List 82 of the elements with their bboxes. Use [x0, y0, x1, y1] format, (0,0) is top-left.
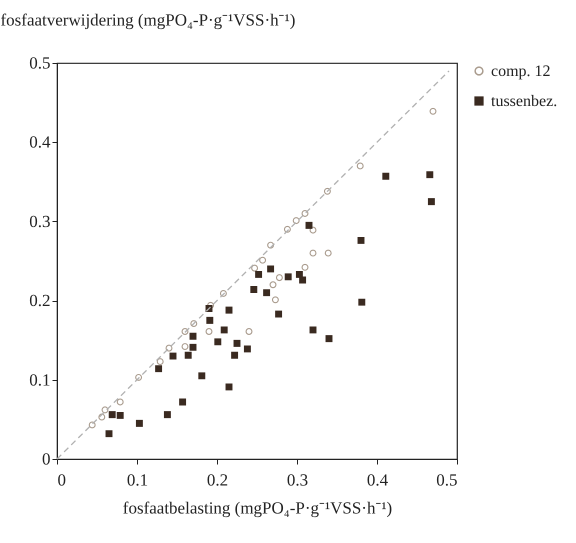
point	[214, 338, 222, 346]
point	[184, 352, 192, 359]
point	[220, 290, 227, 297]
point	[156, 358, 164, 366]
point	[136, 420, 143, 427]
point	[190, 332, 196, 340]
point	[198, 372, 206, 380]
point	[284, 273, 292, 280]
point	[426, 171, 434, 178]
point	[88, 421, 96, 428]
point	[272, 296, 279, 304]
legend-label: comp. 12	[491, 63, 551, 80]
point	[324, 250, 332, 257]
point	[324, 188, 331, 195]
point	[267, 242, 274, 249]
point	[116, 398, 124, 406]
point	[356, 162, 364, 170]
point	[231, 352, 238, 359]
x-tick-label: 0.2	[206, 470, 228, 490]
point	[428, 198, 435, 206]
y-axis-title: fosfaatverwijdering (mgPO₄-P·g⁻¹VSS·h⁻¹)	[0, 10, 296, 30]
y-tick-label: 0.1	[29, 370, 50, 390]
point	[226, 383, 232, 390]
x-tick-label: 0	[58, 470, 66, 490]
point	[106, 430, 112, 438]
point	[310, 226, 316, 234]
point	[275, 310, 282, 318]
point	[430, 108, 436, 115]
point	[170, 352, 176, 360]
x-tick-label: 0.3	[286, 470, 308, 490]
point	[155, 365, 162, 372]
point	[358, 298, 366, 306]
x-tick-label: 0.5	[436, 470, 458, 490]
y-tick-label: 0.4	[29, 132, 51, 152]
x-axis-title: fosfaatbelasting (mgPO₄-P·g⁻¹VSS·h⁻¹)	[122, 498, 392, 518]
point	[190, 320, 198, 328]
y-tick-label: 0.3	[29, 212, 50, 231]
point	[234, 340, 240, 347]
point	[310, 326, 316, 334]
point	[108, 411, 116, 418]
point	[244, 345, 251, 352]
point	[259, 256, 266, 264]
point	[326, 335, 332, 342]
point	[358, 236, 364, 244]
point	[382, 172, 390, 180]
point	[166, 344, 172, 352]
point	[206, 316, 214, 324]
point	[226, 306, 232, 314]
point	[251, 264, 258, 272]
point	[206, 328, 212, 335]
point	[302, 264, 308, 271]
point	[179, 398, 186, 406]
point	[302, 210, 308, 217]
point	[296, 271, 303, 278]
point	[116, 412, 124, 419]
point	[164, 411, 171, 418]
point	[270, 281, 276, 288]
point	[182, 343, 188, 350]
point	[246, 328, 252, 335]
point	[267, 265, 274, 272]
point	[284, 226, 291, 233]
point	[310, 250, 316, 257]
point	[250, 286, 258, 293]
point	[255, 271, 262, 278]
y-tick-label: 0.5	[29, 54, 50, 72]
point	[299, 276, 306, 284]
point	[220, 326, 228, 334]
point	[207, 302, 214, 309]
legend-label: tussenbez.	[491, 93, 558, 110]
point	[102, 406, 108, 414]
x-tick-label: 0.4	[366, 470, 389, 490]
point	[263, 289, 270, 296]
y-tick-label: 0	[42, 450, 50, 468]
point	[135, 374, 142, 381]
point	[98, 414, 106, 420]
x-tick-label: 0.1	[126, 470, 148, 490]
point	[182, 328, 188, 335]
y-tick-label: 0.2	[29, 291, 50, 310]
point	[276, 274, 283, 282]
point	[306, 222, 312, 229]
point	[292, 217, 300, 224]
point	[190, 344, 196, 351]
